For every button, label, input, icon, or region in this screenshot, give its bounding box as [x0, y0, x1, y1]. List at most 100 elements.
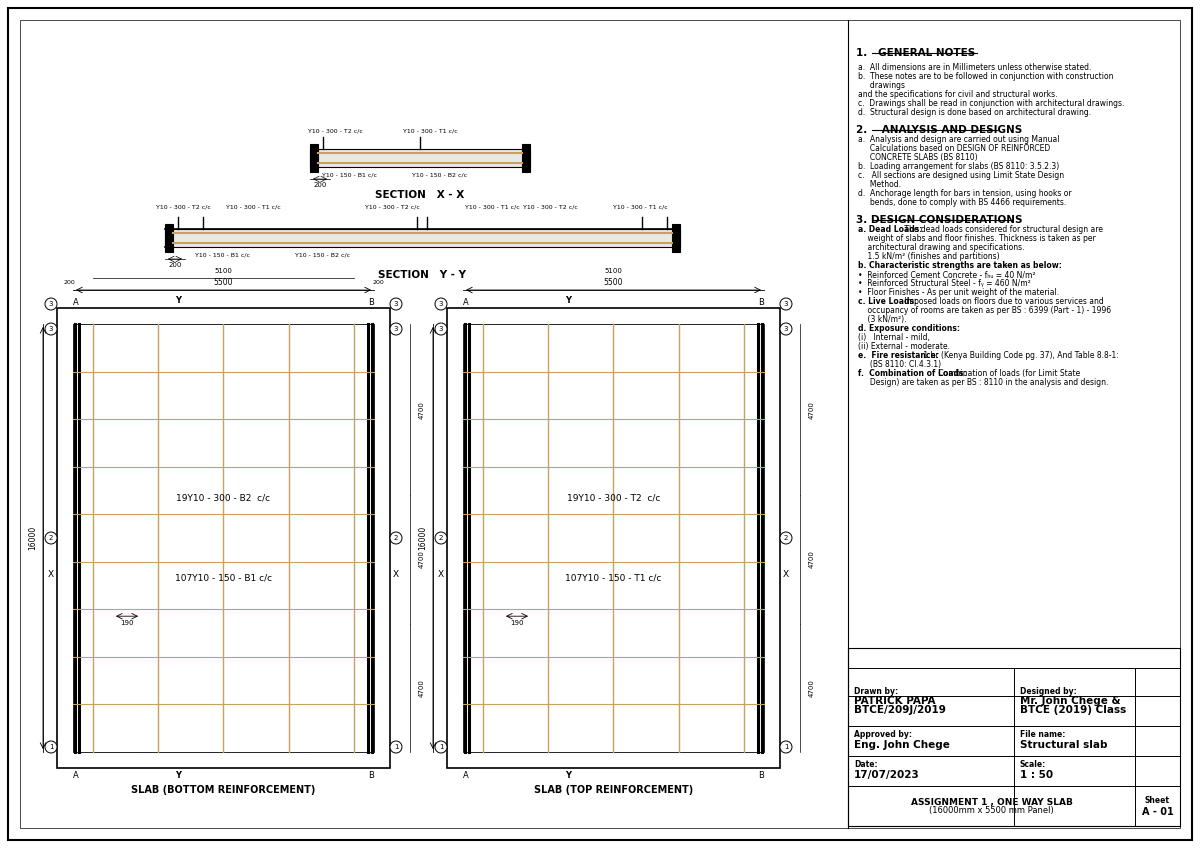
- Text: Sheet: Sheet: [1145, 796, 1170, 806]
- Text: 3: 3: [784, 301, 788, 307]
- Text: (3 kN/m²).: (3 kN/m²).: [858, 315, 906, 324]
- Text: and the specifications for civil and structural works.: and the specifications for civil and str…: [858, 90, 1057, 99]
- Text: f.  Combination of Loads:: f. Combination of Loads:: [858, 369, 966, 378]
- Text: (ii) External - moderate.: (ii) External - moderate.: [858, 342, 950, 351]
- Text: 3: 3: [394, 301, 398, 307]
- Text: Eng. John Chege: Eng. John Chege: [854, 740, 950, 750]
- Text: 2.    ANALYSIS AND DESIGNS: 2. ANALYSIS AND DESIGNS: [856, 125, 1022, 135]
- Text: CONCRETE SLABS (BS 8110): CONCRETE SLABS (BS 8110): [858, 153, 978, 162]
- Text: Combination of loads (for Limit State: Combination of loads (for Limit State: [936, 369, 1081, 378]
- Text: d.  Structural design is done based on architectural drawing.: d. Structural design is done based on ar…: [858, 108, 1091, 117]
- Text: Y: Y: [565, 295, 571, 304]
- Text: Y10 - 300 - T2 c/c: Y10 - 300 - T2 c/c: [156, 204, 210, 209]
- Text: 4700: 4700: [809, 679, 815, 697]
- Text: 16000: 16000: [29, 526, 37, 550]
- Text: Y10 - 300 - T2 c/c: Y10 - 300 - T2 c/c: [365, 204, 420, 209]
- Text: 16000: 16000: [419, 526, 427, 550]
- Text: Y: Y: [175, 295, 181, 304]
- Text: •  Floor Finishes - As per unit weight of the material.: • Floor Finishes - As per unit weight of…: [858, 288, 1060, 297]
- Circle shape: [44, 298, 56, 310]
- Text: File name:: File name:: [1020, 730, 1066, 739]
- Text: Y10 - 300 - T1 c/c: Y10 - 300 - T1 c/c: [464, 204, 520, 209]
- Text: e.  Fire resistance:: e. Fire resistance:: [858, 351, 938, 360]
- Text: 2: 2: [784, 535, 788, 541]
- Text: •  Reinforced Structural Steel - fᵧ = 460 N/m²: • Reinforced Structural Steel - fᵧ = 460…: [858, 279, 1031, 288]
- Text: 19Y10 - 300 - T2  c/c: 19Y10 - 300 - T2 c/c: [566, 494, 660, 503]
- Circle shape: [434, 298, 446, 310]
- Text: a.  Analysis and design are carried out using Manual: a. Analysis and design are carried out u…: [858, 135, 1060, 144]
- Text: A - 01: A - 01: [1141, 807, 1174, 817]
- Circle shape: [780, 298, 792, 310]
- Text: 107Y10 - 150 - B1 c/c: 107Y10 - 150 - B1 c/c: [175, 573, 272, 583]
- Text: 3: 3: [49, 301, 53, 307]
- Text: d.  Anchorage length for bars in tension, using hooks or: d. Anchorage length for bars in tension,…: [858, 189, 1072, 198]
- Text: Scale:: Scale:: [1020, 761, 1046, 769]
- Text: 1: 1: [394, 744, 398, 750]
- Text: c.   All sections are designed using Limit State Design: c. All sections are designed using Limit…: [858, 171, 1064, 180]
- Text: Y10 - 150 - B2 c/c: Y10 - 150 - B2 c/c: [413, 172, 468, 177]
- Circle shape: [390, 298, 402, 310]
- Text: 4700: 4700: [809, 550, 815, 568]
- Text: Y10 - 150 - B1 c/c: Y10 - 150 - B1 c/c: [196, 253, 251, 258]
- Text: Design) are taken as per BS : 8110 in the analysis and design.: Design) are taken as per BS : 8110 in th…: [858, 378, 1109, 387]
- Text: •  Reinforced Cement Concrete - fₕᵤ = 40 N/m²: • Reinforced Cement Concrete - fₕᵤ = 40 …: [858, 270, 1036, 279]
- Text: 190: 190: [510, 620, 523, 626]
- Circle shape: [44, 323, 56, 335]
- Text: A: A: [463, 772, 469, 780]
- Text: -: -: [1004, 261, 1007, 270]
- Bar: [73, 324, 374, 752]
- Bar: [164, 229, 680, 247]
- Circle shape: [390, 532, 402, 544]
- Text: 5100: 5100: [215, 268, 233, 274]
- Text: b.  These notes are to be followed in conjunction with construction: b. These notes are to be followed in con…: [858, 72, 1114, 81]
- Text: architectural drawing and specifications.: architectural drawing and specifications…: [858, 243, 1025, 252]
- Text: occupancy of rooms are taken as per BS : 6399 (Part - 1) - 1996: occupancy of rooms are taken as per BS :…: [858, 306, 1111, 315]
- Text: 2: 2: [49, 535, 53, 541]
- Text: SECTION   Y - Y: SECTION Y - Y: [378, 270, 467, 280]
- Bar: [672, 224, 680, 252]
- Text: 1: 1: [49, 744, 53, 750]
- Text: (i)   Internal - mild,: (i) Internal - mild,: [858, 333, 930, 342]
- Text: B: B: [758, 772, 764, 780]
- Text: ASSIGNMENT 1 , ONE WAY SLAB: ASSIGNMENT 1 , ONE WAY SLAB: [911, 799, 1073, 807]
- Text: Approved by:: Approved by:: [854, 730, 912, 739]
- Text: 3. DESIGN CONSIDERATIONS: 3. DESIGN CONSIDERATIONS: [856, 215, 1022, 225]
- Text: b. Characteristic strengths are taken as below:: b. Characteristic strengths are taken as…: [858, 261, 1062, 270]
- Text: Structural slab: Structural slab: [1020, 740, 1108, 750]
- Text: Drawn by:: Drawn by:: [854, 688, 898, 696]
- Text: Y10 - 300 - T2 c/c: Y10 - 300 - T2 c/c: [307, 129, 362, 133]
- Text: Y: Y: [175, 772, 181, 780]
- Text: b.  Loading arrangement for slabs (BS 8110: 3.5.2.3): b. Loading arrangement for slabs (BS 811…: [858, 162, 1060, 171]
- Text: a.  All dimensions are in Millimeters unless otherwise stated.: a. All dimensions are in Millimeters unl…: [858, 63, 1091, 72]
- Text: Y10 - 300 - T1 c/c: Y10 - 300 - T1 c/c: [226, 204, 281, 209]
- Text: SLAB (TOP REINFORCEMENT): SLAB (TOP REINFORCEMENT): [534, 785, 694, 795]
- Text: 4700: 4700: [809, 400, 815, 419]
- Text: 3: 3: [784, 326, 788, 332]
- Text: A: A: [463, 298, 469, 306]
- Text: B: B: [368, 772, 374, 780]
- Text: Y10 - 150 - B2 c/c: Y10 - 150 - B2 c/c: [295, 253, 350, 258]
- Text: 1: 1: [439, 744, 443, 750]
- Text: SECTION   X - X: SECTION X - X: [376, 190, 464, 200]
- Text: 4700: 4700: [419, 400, 425, 419]
- Bar: [164, 224, 173, 252]
- Text: bends, done to comply with BS 4466 requirements.: bends, done to comply with BS 4466 requi…: [858, 198, 1067, 207]
- Text: Y10 - 300 - T1 c/c: Y10 - 300 - T1 c/c: [403, 129, 457, 133]
- Text: drawings: drawings: [858, 81, 905, 90]
- Text: 2: 2: [439, 535, 443, 541]
- Circle shape: [780, 532, 792, 544]
- Text: X: X: [48, 571, 54, 579]
- Text: 3: 3: [439, 301, 443, 307]
- Bar: [522, 144, 530, 172]
- Circle shape: [434, 741, 446, 753]
- Circle shape: [390, 323, 402, 335]
- Text: (BS 8110: Cl.4.3.1): (BS 8110: Cl.4.3.1): [858, 360, 941, 369]
- Text: a. Dead Loads:: a. Dead Loads:: [858, 225, 923, 234]
- Bar: [56, 308, 390, 768]
- Circle shape: [44, 741, 56, 753]
- Text: 107Y10 - 150 - T1 c/c: 107Y10 - 150 - T1 c/c: [565, 573, 661, 583]
- Circle shape: [434, 323, 446, 335]
- Text: A: A: [73, 772, 79, 780]
- Text: c. Live Loads:: c. Live Loads:: [858, 297, 917, 306]
- Text: c.  Drawings shall be read in conjunction with architectural drawings.: c. Drawings shall be read in conjunction…: [858, 99, 1124, 108]
